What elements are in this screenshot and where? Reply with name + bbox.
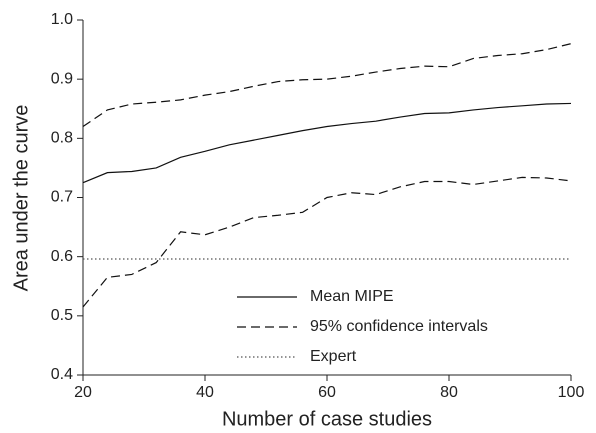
- y-tick-label: 0.9: [51, 70, 73, 87]
- y-tick-label: 0.8: [51, 130, 73, 147]
- x-tick-label: 100: [558, 384, 585, 401]
- legend-label: Mean MIPE: [310, 288, 394, 305]
- x-tick-label: 60: [318, 384, 336, 401]
- legend-label: Expert: [310, 348, 357, 365]
- x-tick-label: 20: [74, 384, 92, 401]
- y-tick-label: 0.7: [51, 189, 73, 206]
- y-tick-label: 0.4: [51, 366, 73, 383]
- y-tick-label: 0.5: [51, 307, 73, 324]
- line-series: [82, 43, 572, 127]
- x-tick-label: 80: [440, 384, 458, 401]
- x-tick-label: 40: [196, 384, 214, 401]
- x-axis-title: Number of case studies: [222, 408, 432, 430]
- y-tick-label: 0.6: [51, 248, 73, 265]
- y-axis-title: Area under the curve: [10, 105, 32, 292]
- legend-label: 95% confidence intervals: [310, 318, 488, 335]
- line-series: [82, 102, 572, 184]
- line-series: [82, 176, 572, 308]
- y-tick-label: 1.0: [51, 11, 73, 28]
